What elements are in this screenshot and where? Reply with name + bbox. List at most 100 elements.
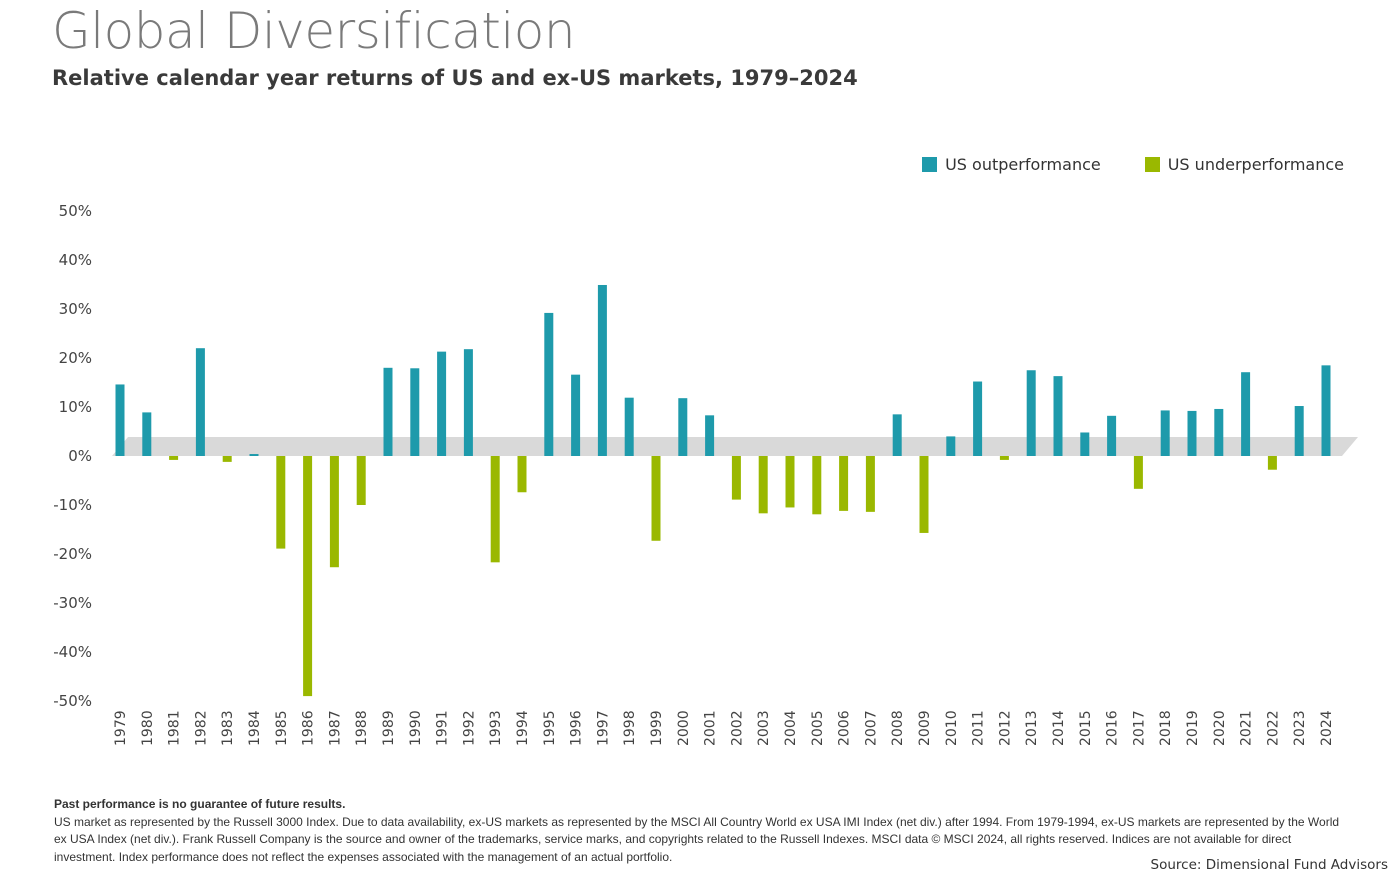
y-tick-label: -50% [53, 692, 92, 710]
y-tick-label: 30% [59, 300, 92, 318]
bar-1992 [463, 349, 473, 456]
x-tick-label: 1996 [569, 710, 585, 746]
bar-1999 [651, 456, 661, 541]
chart-title: Global Diversification [52, 2, 576, 60]
x-tick-label: 1994 [515, 710, 531, 746]
bar-1989 [383, 367, 393, 456]
x-tick-label: 1982 [193, 710, 209, 746]
bar-2019 [1187, 410, 1197, 456]
x-tick-label: 2013 [1024, 710, 1040, 746]
y-axis: 50% 40% 30% 20% 10% 0% -10% -20% -30% -40% -50% [53, 202, 92, 710]
bar-1985 [276, 456, 286, 549]
zero-band [112, 437, 1358, 456]
bar-2013 [1026, 370, 1036, 456]
bar-1979 [115, 384, 125, 456]
x-tick-label: 2012 [997, 710, 1013, 746]
bar-2005 [812, 456, 822, 515]
x-tick-label: 2017 [1131, 710, 1147, 746]
legend-swatch-underperformance [1144, 157, 1160, 172]
bar-1987 [329, 456, 339, 568]
x-tick-label: 2014 [1051, 710, 1067, 746]
bar-2023 [1294, 406, 1304, 456]
bar-2010 [946, 436, 956, 456]
x-tick-label: 1999 [649, 710, 665, 746]
x-tick-label: 2011 [971, 710, 987, 746]
bar-2002 [731, 456, 741, 500]
x-tick-label: 2007 [863, 710, 879, 746]
bar-1995 [544, 312, 554, 456]
bar-1981 [169, 456, 179, 460]
x-tick-label: 1980 [140, 710, 156, 746]
bar-2012 [999, 456, 1009, 460]
bar-2024 [1321, 365, 1331, 456]
bar-2000 [678, 398, 688, 456]
x-tick-label: 2020 [1212, 710, 1228, 746]
x-tick-label: 2002 [729, 710, 745, 746]
x-tick-label: 1986 [301, 710, 317, 746]
zero-band-layer [112, 437, 1358, 456]
x-tick-label: 2008 [890, 710, 906, 746]
bar-2016 [1107, 415, 1117, 456]
legend-item-outperformance: US outperformance [922, 155, 1101, 174]
x-tick-label: 2024 [1319, 710, 1335, 746]
chart-subtitle: Relative calendar year returns of US and… [52, 66, 858, 90]
bars [115, 284, 1331, 697]
y-tick-label: -10% [53, 496, 92, 514]
bar-2015 [1080, 432, 1090, 456]
bar-2014 [1053, 376, 1063, 456]
x-tick-label: 2015 [1078, 710, 1094, 746]
y-tick-label: -20% [53, 545, 92, 563]
x-tick-label: 1997 [595, 710, 611, 746]
x-tick-label: 1983 [220, 710, 236, 746]
bar-1997 [597, 284, 607, 456]
bar-2008 [892, 414, 902, 456]
y-tick-label: 50% [59, 202, 92, 220]
x-tick-label: 1991 [435, 710, 451, 746]
legend: US outperformance US underperformance [922, 155, 1344, 174]
bar-chart: 50% 40% 30% 20% 10% 0% -10% -20% -30% -40% -50% 19… [53, 202, 1358, 746]
x-tick-label: 2023 [1292, 710, 1308, 746]
legend-label-outperformance: US outperformance [945, 155, 1101, 174]
x-tick-label: 2000 [676, 710, 692, 746]
y-tick-label: 40% [59, 251, 92, 269]
bar-2001 [705, 415, 715, 456]
y-tick-label: -40% [53, 643, 92, 661]
bar-2017 [1133, 456, 1143, 489]
x-tick-label: 1990 [408, 710, 424, 746]
x-tick-label: 1987 [327, 710, 343, 746]
bar-2003 [758, 456, 768, 514]
x-tick-label: 1993 [488, 710, 504, 746]
x-tick-label: 1989 [381, 710, 397, 746]
x-tick-label: 2009 [917, 710, 933, 746]
x-tick-label: 2003 [756, 710, 772, 746]
bar-2007 [865, 456, 875, 512]
footnote-heading: Past performance is no guarantee of futu… [54, 797, 346, 811]
x-tick-label: 1992 [461, 710, 477, 746]
bar-1988 [356, 456, 366, 505]
x-tick-label: 2019 [1185, 710, 1201, 746]
x-tick-label: 1984 [247, 710, 263, 746]
bar-1980 [142, 412, 152, 456]
footnote: Past performance is no guarantee of futu… [54, 796, 1344, 866]
x-tick-label: 2005 [810, 710, 826, 746]
bar-2020 [1214, 408, 1224, 456]
x-tick-label: 2004 [783, 710, 799, 746]
bar-1986 [303, 456, 313, 697]
bar-1982 [195, 348, 205, 456]
x-tick-label: 2016 [1105, 710, 1121, 746]
x-tick-label: 1998 [622, 710, 638, 746]
bar-1996 [571, 374, 581, 456]
y-tick-label: 20% [59, 349, 92, 367]
x-tick-label: 1979 [113, 710, 129, 746]
legend-label-underperformance: US underperformance [1167, 155, 1344, 174]
bar-1994 [517, 456, 527, 493]
bar-2004 [785, 456, 795, 508]
legend-item-underperformance: US underperformance [1144, 155, 1344, 174]
footnote-body: US market as represented by the Russell … [54, 814, 1340, 864]
x-tick-label: 1985 [274, 710, 290, 746]
x-axis: 1979 1980 1981 1982 1983 1984 1985 1986 1987 1988… [113, 710, 1335, 746]
x-tick-label: 2021 [1239, 710, 1255, 746]
x-tick-label: 2022 [1265, 710, 1281, 746]
x-tick-label: 2001 [703, 710, 719, 746]
bar-2018 [1160, 410, 1170, 456]
